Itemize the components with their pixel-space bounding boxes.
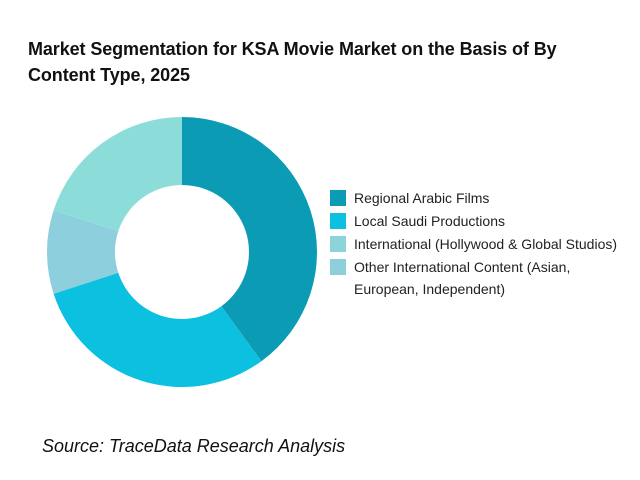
donut-slices (46, 117, 317, 387)
legend-label: International (Hollywood & Global Studio… (354, 236, 618, 252)
legend-item: Local Saudi Productions (330, 211, 630, 232)
legend-item: International (Hollywood & Global Studio… (330, 234, 630, 255)
donut-slice-3 (53, 117, 183, 232)
donut-slice-4 (46, 210, 119, 294)
legend: Regional Arabic Films Local Saudi Product… (330, 188, 630, 302)
legend-item: Other International Content (Asian, Euro… (330, 257, 630, 300)
legend-item: Regional Arabic Films (330, 188, 630, 209)
legend-label: Local Saudi Productions (354, 213, 505, 229)
legend-swatch (330, 259, 346, 275)
donut-slice-2 (53, 272, 262, 387)
legend-swatch (330, 236, 346, 252)
legend-label: Other International Content (Asian, Euro… (354, 259, 571, 297)
legend-label: Regional Arabic Films (354, 190, 490, 206)
legend-swatch (330, 190, 346, 206)
source-note: Source: TraceData Research Analysis (42, 436, 346, 456)
legend-swatch (330, 213, 346, 229)
chart-title: Market Segmentation for KSA Movie Market… (28, 39, 557, 85)
donut-slice-1 (182, 117, 317, 362)
